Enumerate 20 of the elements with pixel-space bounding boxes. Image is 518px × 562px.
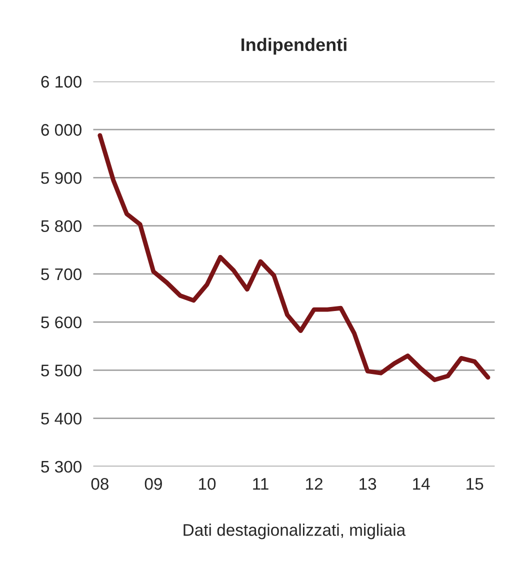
y-tick-label: 5 700 bbox=[41, 268, 82, 280]
y-tick-label: 5 400 bbox=[41, 412, 82, 425]
x-tick-label: 08 bbox=[91, 478, 108, 490]
x-tick-label: 10 bbox=[198, 478, 216, 490]
y-tick-label: 6 100 bbox=[41, 76, 82, 88]
x-axis-title: Dati destagionalizzati, migliaia bbox=[184, 524, 406, 540]
y-tick-label: 5 300 bbox=[41, 460, 82, 473]
x-tick-label: 09 bbox=[144, 478, 162, 490]
y-tick-label: 5 800 bbox=[41, 220, 82, 232]
x-tick-label: 12 bbox=[306, 478, 322, 490]
y-tick-label: 5 600 bbox=[41, 316, 82, 328]
y-tick-label: 6 000 bbox=[41, 124, 82, 136]
y-tick-label: 5 500 bbox=[41, 364, 82, 376]
x-tick-label: 11 bbox=[253, 478, 268, 490]
x-tick-label: 15 bbox=[466, 478, 484, 490]
x-tick-label: 13 bbox=[360, 478, 376, 490]
line-series bbox=[98, 133, 490, 382]
chart-title: Indipendenti bbox=[242, 38, 346, 55]
y-tick-label: 5 900 bbox=[41, 172, 82, 184]
x-tick-label: 14 bbox=[413, 478, 430, 490]
